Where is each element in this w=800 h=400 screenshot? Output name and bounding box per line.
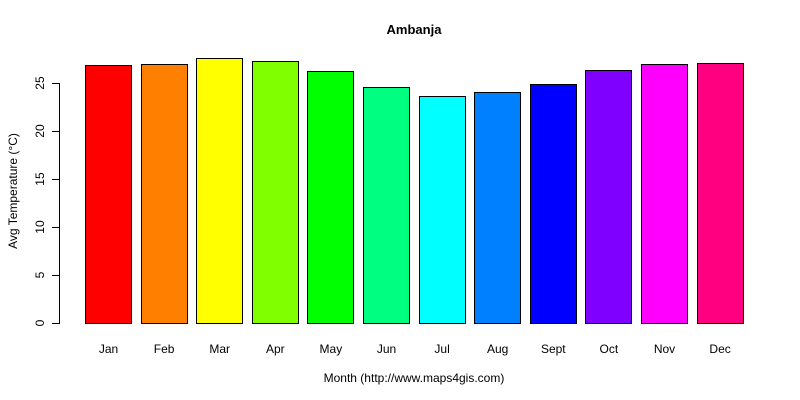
x-tick-label: Apr xyxy=(265,342,285,356)
bar-jul xyxy=(418,96,466,324)
x-tick-label: Sept xyxy=(540,342,566,356)
y-tick-label: 0 xyxy=(33,319,47,327)
bar-apr xyxy=(251,60,299,324)
bar-dec xyxy=(696,62,744,324)
x-tick-label: Dec xyxy=(709,342,731,356)
y-tick-label: 15 xyxy=(33,172,47,186)
x-tick-label: Oct xyxy=(599,342,619,356)
y-axis-label: Avg Temperature (°C) xyxy=(6,133,20,249)
x-tick-label: Jul xyxy=(434,342,450,356)
bar-oct xyxy=(585,69,633,324)
x-tick-label: Jun xyxy=(376,342,397,356)
x-tick-label: Nov xyxy=(653,342,676,356)
chart-title: Ambanja xyxy=(386,22,442,37)
bar-may xyxy=(307,70,355,324)
y-tick xyxy=(52,83,59,84)
y-tick xyxy=(52,323,59,324)
y-axis-line xyxy=(59,83,60,324)
x-axis-label: Month (http://www.maps4gis.com) xyxy=(323,371,505,385)
y-tick-label: 5 xyxy=(33,271,47,279)
bar-jan xyxy=(85,64,132,324)
y-tick-label: 20 xyxy=(33,124,47,138)
x-tick-label: Feb xyxy=(153,342,175,356)
y-tick-label: 25 xyxy=(33,76,47,90)
bar-aug xyxy=(474,91,522,324)
x-tick-label: Aug xyxy=(487,342,509,356)
bar-jun xyxy=(363,86,410,324)
y-tick xyxy=(52,227,59,228)
y-tick xyxy=(52,275,59,276)
bar-feb xyxy=(140,63,188,324)
x-tick-label: Jan xyxy=(98,342,119,356)
bar-nov xyxy=(641,63,688,324)
y-tick xyxy=(52,179,59,180)
y-tick-label: 10 xyxy=(33,220,47,234)
x-tick-label: May xyxy=(319,342,343,356)
bar-sept xyxy=(529,83,577,324)
x-tick-label: Mar xyxy=(209,342,231,356)
y-tick xyxy=(52,131,59,132)
bar-mar xyxy=(196,58,244,324)
